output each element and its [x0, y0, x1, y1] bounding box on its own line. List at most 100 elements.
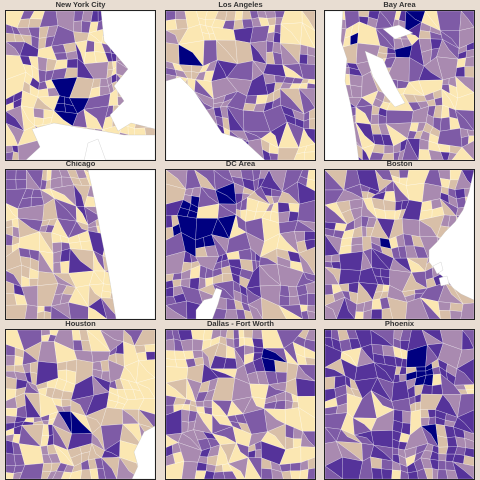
- census-tract: [69, 469, 83, 479]
- census-tract: [15, 179, 27, 190]
- map-frame: [324, 169, 475, 320]
- census-tract: [181, 409, 190, 423]
- census-tract: [455, 76, 474, 99]
- census-tract: [298, 253, 315, 276]
- choropleth-map: [166, 11, 315, 160]
- census-tract: [29, 278, 39, 287]
- panel-title: Chicago: [65, 159, 96, 168]
- census-tract: [36, 310, 45, 319]
- census-tract: [371, 467, 383, 479]
- census-tract: [420, 297, 441, 319]
- census-tract: [233, 330, 240, 340]
- census-tract: [100, 359, 110, 372]
- census-tract: [454, 109, 474, 132]
- census-tract: [66, 58, 78, 69]
- census-tract: [254, 449, 262, 459]
- census-tract: [432, 468, 439, 479]
- census-tract: [6, 32, 16, 43]
- census-tract: [405, 297, 430, 319]
- census-tract: [278, 305, 303, 319]
- census-tract: [145, 351, 155, 361]
- census-tract: [196, 461, 208, 471]
- water-area: [100, 11, 155, 132]
- census-tract: [38, 37, 47, 50]
- census-tract: [440, 151, 451, 160]
- census-tract: [33, 116, 44, 126]
- water-area: [432, 261, 444, 275]
- census-tract: [234, 11, 244, 21]
- census-tract: [330, 254, 341, 263]
- water-area: [325, 11, 360, 160]
- census-tract: [370, 309, 383, 319]
- census-tract: [172, 272, 182, 281]
- census-tract: [278, 211, 291, 224]
- census-tract: [358, 11, 370, 18]
- census-tract: [458, 27, 474, 49]
- census-tract: [406, 182, 425, 203]
- census-tract: [309, 118, 315, 130]
- census-tract: [306, 83, 315, 90]
- panel-title: DC Area: [225, 159, 256, 168]
- census-tract: [56, 361, 68, 371]
- census-tract: [307, 170, 315, 181]
- census-tract: [306, 305, 315, 313]
- water-area: [438, 275, 450, 287]
- census-tract: [298, 127, 315, 149]
- census-tract: [37, 341, 58, 364]
- census-tract: [466, 129, 474, 137]
- census-tract: [325, 330, 332, 339]
- census-tract: [304, 143, 315, 153]
- census-tract: [453, 417, 474, 435]
- census-tract: [238, 330, 245, 339]
- panel-title: Houston: [65, 319, 96, 328]
- water-area: [87, 170, 155, 319]
- census-tract: [339, 338, 352, 353]
- census-tract: [235, 309, 246, 319]
- census-tract: [195, 400, 205, 408]
- census-tract: [278, 295, 290, 306]
- census-tract: [42, 424, 50, 436]
- census-tract: [464, 447, 474, 458]
- census-tract: [261, 468, 273, 479]
- census-tract: [89, 468, 99, 479]
- census-tract: [6, 170, 17, 180]
- map-frame: [324, 329, 475, 480]
- census-tract: [418, 30, 431, 40]
- census-tract: [369, 152, 385, 160]
- census-tract: [262, 149, 272, 160]
- choropleth-map: [6, 330, 155, 479]
- census-tract: [242, 102, 257, 112]
- census-tract: [437, 469, 448, 479]
- census-tract: [460, 302, 474, 319]
- census-tract: [297, 396, 315, 419]
- tract-layer: [6, 330, 155, 479]
- census-tract: [61, 399, 72, 407]
- census-tract: [427, 409, 436, 418]
- census-tract: [50, 305, 71, 319]
- census-tract: [339, 251, 364, 271]
- census-tract: [285, 436, 294, 450]
- census-tract: [461, 330, 474, 351]
- panel-title: Dallas - Fort Worth: [207, 319, 274, 328]
- census-tract: [384, 210, 396, 220]
- census-tract: [41, 470, 52, 479]
- census-tract: [166, 19, 178, 31]
- water-area: [195, 287, 223, 319]
- census-tract: [68, 302, 89, 319]
- census-tract: [175, 11, 187, 20]
- census-tract: [6, 354, 16, 366]
- census-tract: [300, 22, 315, 49]
- census-tract: [284, 400, 294, 410]
- census-tract: [381, 458, 394, 471]
- census-tract: [100, 290, 112, 299]
- census-tract: [298, 87, 315, 115]
- census-tract: [266, 31, 275, 43]
- census-tract: [33, 107, 44, 119]
- census-tract: [177, 330, 193, 341]
- census-tract: [191, 330, 205, 341]
- census-tract: [244, 456, 262, 479]
- map-frame: [165, 329, 316, 480]
- census-tract: [418, 149, 432, 160]
- census-tract: [299, 469, 309, 479]
